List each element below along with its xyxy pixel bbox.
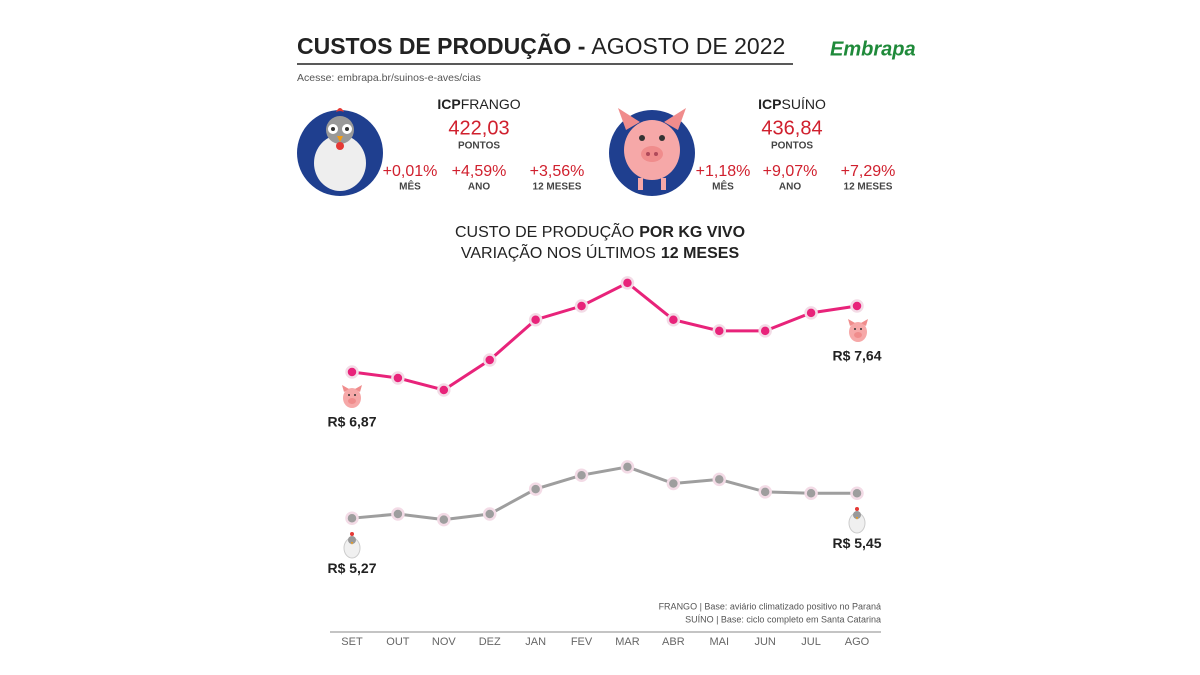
point <box>804 306 818 320</box>
point <box>758 324 772 338</box>
value-label: R$ 5,45 <box>832 535 881 551</box>
index-name: ICPFRANGO <box>437 96 520 112</box>
hen-icon <box>848 506 866 534</box>
point <box>666 476 681 491</box>
change-label: 12 MESES <box>844 182 893 193</box>
index-name-bold: ICP <box>437 96 460 112</box>
chart-title: CUSTO DE PRODUÇÃO POR KG VIVO <box>455 221 745 241</box>
pig-icon <box>342 385 362 408</box>
point <box>437 512 451 527</box>
point <box>574 299 589 313</box>
value-label: R$ 5,27 <box>327 560 376 576</box>
index-name: ICPSUÍNO <box>758 96 826 112</box>
point <box>345 365 359 379</box>
change-value: +3,56% <box>530 163 585 180</box>
change-value: +0,01% <box>383 163 438 180</box>
x-tick-label: DEZ <box>479 636 501 648</box>
point <box>758 485 772 499</box>
point <box>666 312 681 327</box>
point <box>482 353 497 367</box>
point <box>391 371 405 385</box>
change-label: MÊS <box>712 180 734 193</box>
index-value: 422,03 <box>448 117 509 139</box>
chart-subtitle: VARIAÇÃO NOS ÚLTIMOS 12 MESES <box>461 242 740 262</box>
note: SUÍNO | Base: ciclo completo em Santa Ca… <box>685 614 881 624</box>
index-unit: PONTOS <box>771 141 813 152</box>
plot: SET OUT NOV DEZ JAN FEV MAR ABR MAI JUN JUL AGO R$ 6… <box>327 276 882 648</box>
point <box>850 486 864 500</box>
chart-title-bold: POR KG VIVO <box>639 224 745 241</box>
indices: ICPFRANGO422,03PONTOS+0,01%MÊS+4,59%ANO+… <box>383 96 896 193</box>
index-name-rest: FRANGO <box>461 96 521 112</box>
point <box>804 486 818 500</box>
chicken-badge <box>297 108 383 196</box>
point <box>528 482 543 496</box>
x-tick-label: MAR <box>615 636 640 648</box>
url: Acesse: embrapa.br/suinos-e-aves/cias <box>297 72 481 84</box>
point <box>850 299 864 313</box>
series-line <box>351 465 857 522</box>
index-value: 436,84 <box>761 117 822 139</box>
point <box>391 507 405 521</box>
change-label: ANO <box>779 182 801 193</box>
chart-subtitle-part: VARIAÇÃO NOS ÚLTIMOS <box>461 242 656 262</box>
title: CUSTOS DE PRODUÇÃO - AGOSTO DE 2022 <box>297 32 785 59</box>
point <box>712 324 727 338</box>
point <box>437 383 451 397</box>
index-name-rest: SUÍNO <box>782 96 826 112</box>
value-label: R$ 7,64 <box>832 348 881 364</box>
change-value: +4,59% <box>452 163 507 180</box>
change-value: +1,18% <box>696 163 751 180</box>
hen-icon <box>343 531 361 559</box>
change-label: MÊS <box>399 180 421 193</box>
point <box>712 472 727 487</box>
x-tick-label: JAN <box>525 636 546 648</box>
title-bold: CUSTOS DE PRODUÇÃO - <box>297 32 585 59</box>
point <box>345 511 359 525</box>
chart-subtitle-bold: 12 MESES <box>661 245 740 262</box>
x-tick-label: ABR <box>662 636 685 648</box>
x-tick-label: JUN <box>754 636 775 648</box>
series-line <box>351 281 858 392</box>
x-tick-label: NOV <box>432 636 457 648</box>
chart-title-part: CUSTO DE PRODUÇÃO <box>455 221 634 241</box>
index-name-bold: ICP <box>758 96 781 112</box>
pig-badge <box>609 108 695 196</box>
x-tick-label: FEV <box>571 636 593 648</box>
x-tick-label: SET <box>341 636 363 648</box>
index-unit: PONTOS <box>458 141 500 152</box>
change-label: ANO <box>468 182 490 193</box>
change-value: +9,07% <box>763 163 818 180</box>
x-tick-label: AGO <box>845 636 870 648</box>
point <box>528 312 543 327</box>
point <box>482 507 497 521</box>
pig-icon <box>848 319 868 342</box>
logo: Embrapa <box>830 38 916 60</box>
point <box>620 460 635 474</box>
change-label: 12 MESES <box>533 182 582 193</box>
x-tick-label: OUT <box>386 636 410 648</box>
value-label: R$ 6,87 <box>327 414 376 430</box>
point <box>620 276 635 290</box>
x-tick-label: JUL <box>801 636 821 648</box>
point <box>574 468 589 482</box>
title-light: AGOSTO DE 2022 <box>591 33 785 59</box>
x-tick-label: MAI <box>709 636 729 648</box>
note: FRANGO | Base: aviário climatizado posit… <box>659 601 881 611</box>
change-value: +7,29% <box>841 163 896 180</box>
